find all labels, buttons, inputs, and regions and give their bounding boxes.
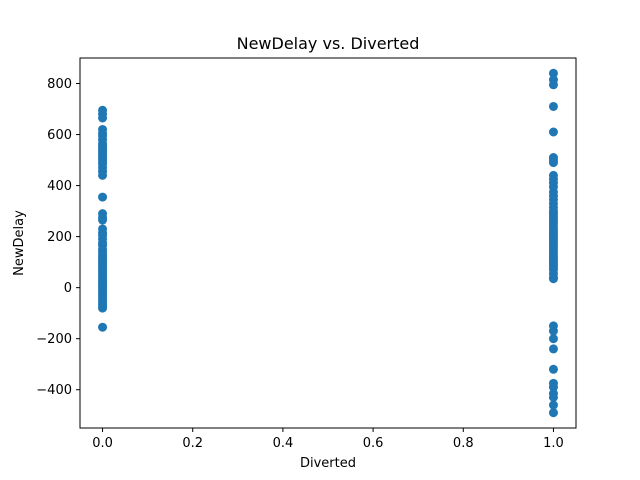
- data-point: [548, 274, 558, 284]
- data-point: [548, 382, 558, 392]
- y-tick-label: 0: [64, 281, 72, 296]
- data-point: [98, 322, 108, 332]
- y-axis-label: NewDelay: [12, 210, 27, 276]
- data-point: [548, 68, 558, 78]
- data-point: [548, 101, 558, 111]
- y-tick-label: −400: [36, 383, 72, 398]
- y-tick-label: 400: [47, 179, 72, 194]
- data-point: [98, 192, 108, 202]
- chart-title: NewDelay vs. Diverted: [237, 34, 420, 53]
- data-point: [548, 344, 558, 354]
- data-point: [98, 303, 108, 313]
- data-point: [98, 113, 108, 123]
- x-axis-label: Diverted: [300, 456, 356, 471]
- x-tick-label: 1.0: [543, 436, 564, 451]
- y-tick-label: −200: [36, 332, 72, 347]
- data-point: [548, 127, 558, 137]
- x-tick-label: 0.2: [182, 436, 203, 451]
- x-tick-label: 0.4: [273, 436, 294, 451]
- plot-frame: [79, 57, 577, 429]
- data-point: [98, 215, 108, 225]
- data-points: [98, 68, 558, 418]
- x-tick-label: 0.0: [92, 436, 113, 451]
- data-point: [548, 392, 558, 402]
- data-point: [548, 80, 558, 90]
- x-tick-label: 0.6: [363, 436, 384, 451]
- data-point: [98, 170, 108, 180]
- data-point: [548, 364, 558, 374]
- y-tick-label: 200: [47, 230, 72, 245]
- data-point: [548, 158, 558, 168]
- x-axis: 0.0 0.2 0.4 0.6 0.8 1.0: [92, 428, 564, 451]
- data-point: [548, 334, 558, 344]
- y-tick-label: 600: [47, 128, 72, 143]
- data-point: [548, 400, 558, 410]
- y-tick-label: 800: [47, 77, 72, 92]
- y-axis: −400 −200 0 200 400 600 800: [36, 77, 80, 398]
- data-point: [548, 326, 558, 336]
- data-point: [548, 408, 558, 418]
- x-tick-label: 0.8: [453, 436, 474, 451]
